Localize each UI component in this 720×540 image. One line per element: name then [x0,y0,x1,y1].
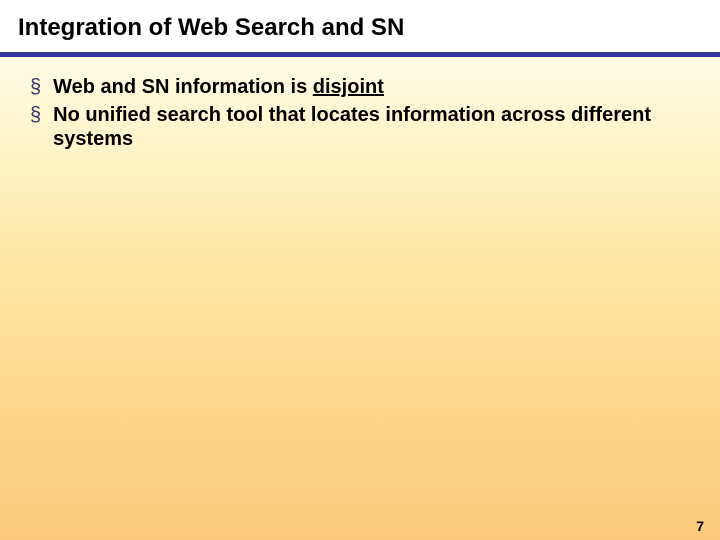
page-number: 7 [696,518,704,534]
slide: Integration of Web Search and SN § Web a… [0,0,720,540]
bullet-text-underlined: disjoint [313,76,384,98]
title-area: Integration of Web Search and SN [0,0,720,52]
slide-title: Integration of Web Search and SN [18,14,702,42]
square-bullet-icon: § [30,103,41,127]
square-bullet-icon: § [30,75,41,99]
bullet-item: § Web and SN information is disjoint [30,75,690,99]
content-area: § Web and SN information is disjoint § N… [0,57,720,540]
bullet-text: Web and SN information is disjoint [53,75,384,99]
bullet-item: § No unified search tool that locates in… [30,103,690,151]
bullet-text-pre: Web and SN information is [53,76,313,98]
bullet-list: § Web and SN information is disjoint § N… [30,75,690,151]
bullet-text-pre: No unified search tool that locates info… [53,104,651,150]
bullet-text: No unified search tool that locates info… [53,103,690,151]
